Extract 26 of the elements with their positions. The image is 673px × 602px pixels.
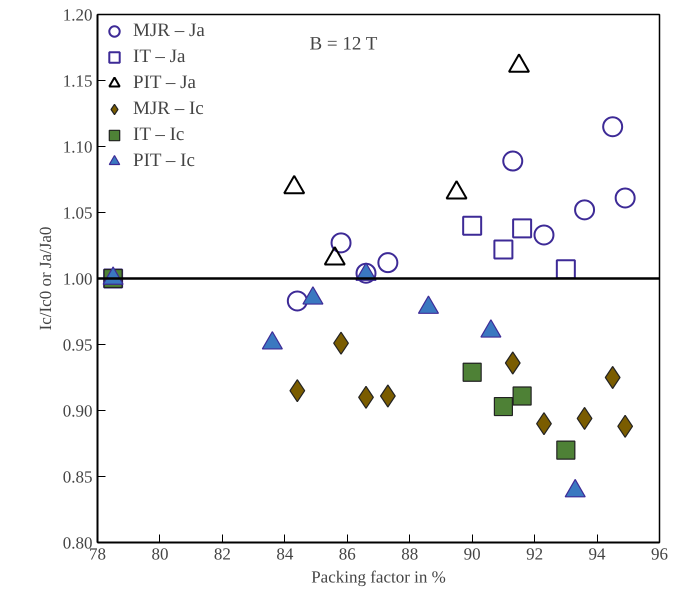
x-tick-label: 96 [651,544,668,564]
y-tick-label: 0.85 [62,468,92,486]
annotation: B = 12 T [310,34,378,54]
x-tick-label: 88 [401,544,418,564]
y-tick-label: 1.00 [62,270,92,288]
legend-label: IT – Ic [133,124,184,146]
x-tick-label: 84 [276,544,294,564]
x-tick-label: 82 [214,544,231,564]
y-tick-label: 1.15 [62,72,92,90]
y-tick-label: 1.05 [62,204,92,222]
x-axis-title: Packing factor in % [311,568,446,586]
legend-label: MJR – Ic [133,98,204,120]
legend-label: PIT – Ic [133,150,195,172]
x-tick-label: 80 [151,544,168,564]
y-tick-label: 1.20 [62,6,92,24]
legend-label: IT – Ja [133,46,186,68]
legend-label: MJR – Ja [133,20,205,42]
x-tick-label: 90 [464,544,481,564]
legend-label: PIT – Ja [133,72,196,94]
y-tick-label: 0.95 [62,336,92,354]
x-tick-label: 92 [526,544,544,564]
x-tick-label: 86 [338,544,356,564]
y-tick-label: 0.90 [62,402,92,420]
y-axis-title: Ic/Ic0 or Ja/Ja0 [36,226,55,330]
y-tick-label: 1.10 [62,138,92,156]
x-tick-label: 94 [588,544,606,564]
